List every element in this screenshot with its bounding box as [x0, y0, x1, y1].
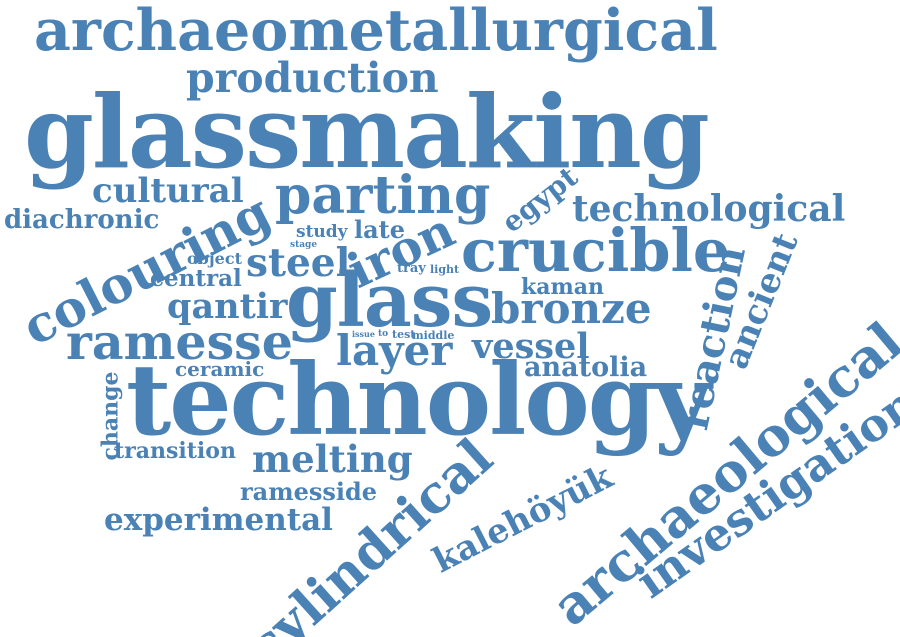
word: central	[150, 265, 242, 292]
word: to	[378, 329, 389, 339]
word: glass	[286, 258, 493, 344]
word: stage	[290, 240, 318, 250]
word: melting	[252, 437, 413, 481]
word: experimental	[104, 502, 333, 538]
word: test	[392, 328, 416, 341]
word: issue	[352, 329, 375, 339]
word: technological	[572, 188, 846, 230]
word: light	[430, 263, 460, 276]
word: transition	[114, 438, 236, 464]
word: diachronic	[4, 205, 160, 235]
word: ceramic	[175, 357, 265, 381]
word: archaeometallurgical	[34, 0, 718, 64]
word: late	[354, 215, 406, 244]
word: vessel	[472, 326, 590, 367]
word: production	[186, 54, 439, 102]
word: ramesside	[240, 477, 378, 506]
word: cultural	[92, 171, 244, 211]
word: anatolia	[524, 352, 648, 383]
word: bronze	[491, 284, 652, 333]
word: middle	[412, 329, 455, 342]
word: glassmaking	[24, 73, 710, 191]
word: qantir	[167, 286, 288, 327]
word: study	[296, 222, 348, 242]
word: technology	[126, 343, 711, 458]
word: kaman	[521, 274, 605, 300]
word: steel	[246, 240, 351, 286]
word: object	[187, 249, 242, 268]
word: crucible	[461, 216, 731, 285]
word: layer	[336, 326, 453, 375]
word: parting	[275, 165, 491, 226]
word: ramesse	[66, 313, 293, 371]
word: tray	[397, 261, 426, 276]
